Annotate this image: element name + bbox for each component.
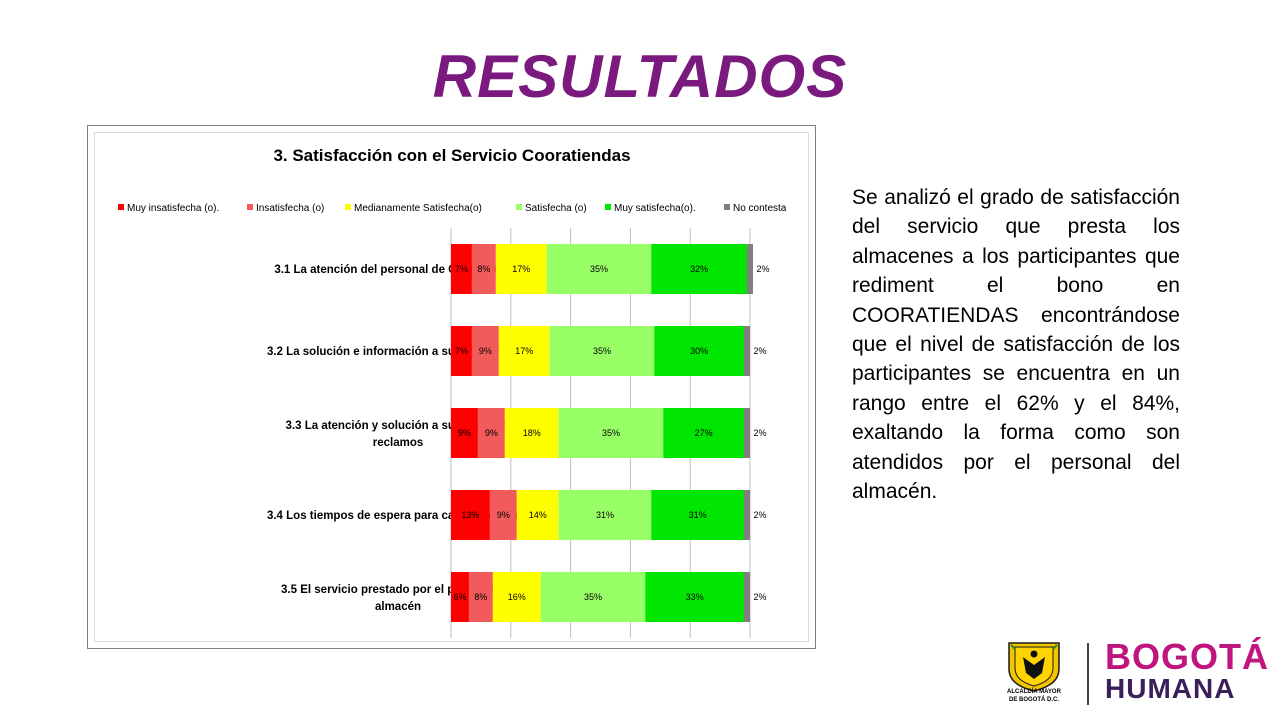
data-label: 9% [479, 346, 492, 356]
bar-segment [747, 244, 753, 294]
legend-label: Medianamente Satisfecha(o) [354, 203, 482, 214]
bar-segment [744, 326, 750, 376]
legend-swatch [118, 204, 124, 210]
data-label: 2% [756, 264, 769, 274]
bar-segment [744, 408, 750, 458]
legend-label: Insatisfecha (o) [256, 203, 324, 214]
chart-svg: 3. Satisfacción con el Servicio Cooratie… [118, 146, 787, 638]
logo-seal-line2: DE BOGOTÁ D.C. [1008, 697, 1059, 703]
data-label: 7% [455, 264, 468, 274]
bar-segment [540, 572, 646, 622]
data-label: 35% [593, 346, 611, 356]
bar-segment [546, 244, 652, 294]
bar-segment [489, 490, 517, 540]
data-label: 35% [602, 428, 620, 438]
data-label: 16% [508, 592, 526, 602]
bar-segment [471, 326, 499, 376]
data-label: 2% [753, 592, 766, 602]
slide-title: RESULTADOS [432, 43, 848, 110]
legend-swatch [605, 204, 611, 210]
satisfaction-chart: 3. Satisfacción con el Servicio Cooratie… [87, 125, 816, 649]
logo-brand-line1: BOGOTÁ [1105, 636, 1269, 677]
data-label: 14% [529, 510, 547, 520]
bar-segment [744, 490, 750, 540]
bar-segment [451, 490, 490, 540]
data-label: 17% [512, 264, 530, 274]
bar-segment [663, 408, 745, 458]
data-label: 7% [455, 346, 468, 356]
bar-segment [558, 490, 652, 540]
data-label: 8% [474, 592, 487, 602]
data-label: 32% [690, 264, 708, 274]
bar-segment [504, 408, 559, 458]
legend-swatch [345, 204, 351, 210]
data-label: 2% [753, 510, 766, 520]
bar-segment [744, 572, 750, 622]
bar-segment [645, 572, 745, 622]
bar-segment [654, 326, 745, 376]
data-label: 9% [458, 428, 471, 438]
data-label: 35% [584, 592, 602, 602]
legend-label: No contesta [733, 203, 787, 214]
bar-segment [451, 572, 469, 622]
data-label: 6% [453, 592, 466, 602]
bar-segment [495, 244, 547, 294]
data-label: 2% [753, 428, 766, 438]
data-label: 2% [753, 346, 766, 356]
description-text: Se analizó el grado de satisfacción del … [852, 186, 1180, 504]
bar-segment [651, 490, 745, 540]
bar-segment [477, 408, 505, 458]
bar-segment [498, 326, 550, 376]
coat-of-arms-icon [1008, 642, 1060, 692]
logo-graphics [1008, 642, 1089, 705]
data-label: 18% [523, 428, 541, 438]
legend-swatch [247, 204, 253, 210]
bar-segment [451, 244, 472, 294]
legend-label: Muy satisfecha(o). [614, 203, 696, 214]
bar-segment [471, 244, 496, 294]
legend-swatch [724, 204, 730, 210]
data-label: 30% [690, 346, 708, 356]
bar-segment [451, 326, 472, 376]
data-label: 13% [461, 510, 479, 520]
data-label: 27% [695, 428, 713, 438]
bar-segment [549, 326, 655, 376]
legend-label: Satisfecha (o) [525, 203, 587, 214]
bar-segment [451, 408, 478, 458]
bar-segment [468, 572, 493, 622]
data-label: 35% [590, 264, 608, 274]
data-label: 9% [497, 510, 510, 520]
data-label: 17% [515, 346, 533, 356]
data-label: 8% [477, 264, 490, 274]
data-label: 31% [689, 510, 707, 520]
chart-title: 3. Satisfacción con el Servicio Cooratie… [273, 146, 630, 165]
bar-segment [492, 572, 541, 622]
legend-swatch [516, 204, 522, 210]
logo-brand-line2: HUMANA [1105, 673, 1236, 704]
bar-segment [516, 490, 559, 540]
data-label: 9% [485, 428, 498, 438]
data-label: 31% [596, 510, 614, 520]
bar-segment [558, 408, 664, 458]
bar-segment [651, 244, 748, 294]
logo-seal-line1: ALCALDÍA MAYOR [1007, 689, 1061, 695]
bogota-humana-logo: ALCALDÍA MAYOR DE BOGOTÁ D.C. BOGOTÁ HUM… [985, 635, 1268, 710]
legend-label: Muy insatisfecha (o). [127, 203, 219, 214]
data-label: 33% [686, 592, 704, 602]
